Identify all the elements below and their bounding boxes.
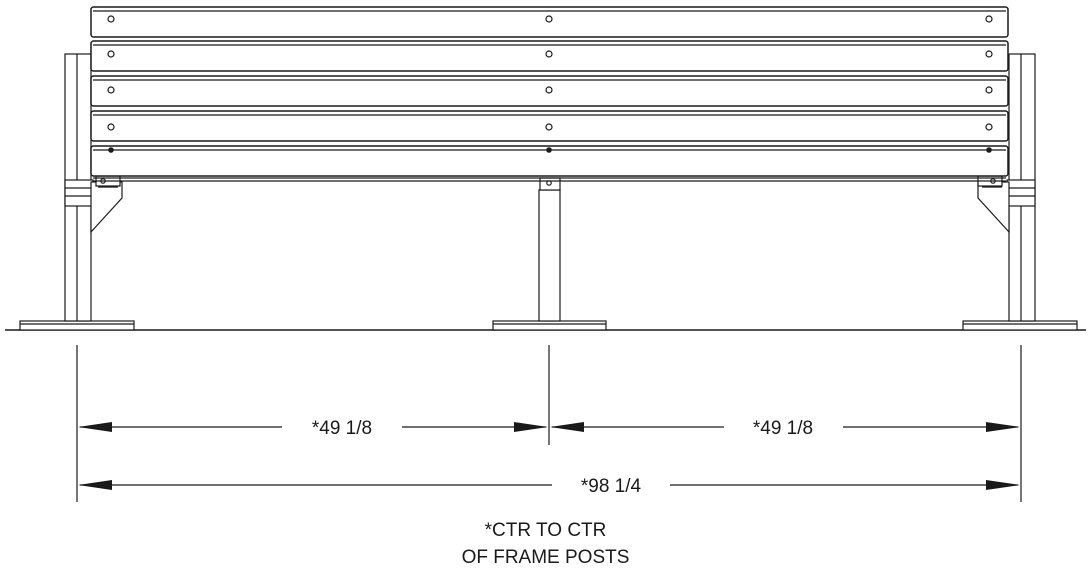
slat [90, 110, 1009, 142]
right-frame-post [962, 53, 1078, 331]
bench-slats [90, 6, 1009, 182]
arrowhead [550, 422, 584, 432]
note-line-2: OF FRAME POSTS [461, 547, 630, 568]
arrowhead [986, 480, 1020, 490]
arrowhead [514, 422, 548, 432]
dimension-label-left-span: *49 1/8 [312, 418, 372, 439]
note-line-1: *CTR TO CTR [484, 520, 607, 541]
slat-front-edge [90, 145, 1009, 182]
dimension-label-overall: *98 1/4 [581, 476, 642, 497]
center-frame-post [492, 177, 607, 331]
dimension-label-right-span: *49 1/8 [753, 418, 813, 439]
slat [90, 40, 1009, 72]
left-frame-post [19, 53, 135, 331]
arrowhead [78, 480, 112, 490]
arrowhead [986, 422, 1020, 432]
slat [90, 6, 1009, 38]
arrowhead [78, 422, 112, 432]
slat [90, 75, 1009, 107]
